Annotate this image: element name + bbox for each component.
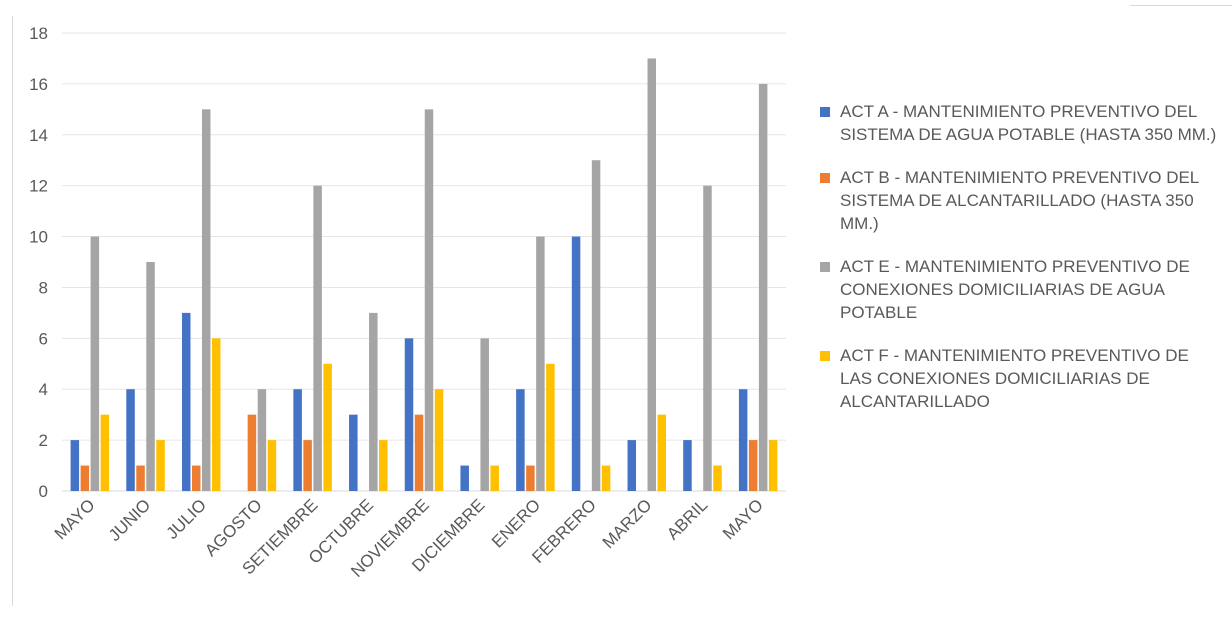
bar-series-2-cat-10 [647,58,657,491]
legend-label-act-b: ACT B - MANTENIMIENTO PREVENTIVO DEL SIS… [840,168,1199,233]
chart-frame-corner [1130,5,1232,6]
y-tick-label: 18 [29,24,48,43]
bar-series-0-cat-1 [126,389,135,491]
x-tick-label: MAYO [719,495,767,543]
y-tick-label: 0 [39,482,48,501]
x-tick-label: ABRIL [663,495,711,543]
legend-item-act-f: ACT F - MANTENIMIENTO PREVENTIVO DE LAS … [820,344,1220,413]
bar-series-1-cat-12 [748,440,758,491]
bar-series-2-cat-5 [369,312,378,491]
x-tick-label: ENERO [488,495,544,551]
bar-series-0-cat-0 [70,440,80,491]
bar-series-0-cat-4 [293,389,302,491]
bar-series-0-cat-6 [404,338,414,491]
bar-series-2-cat-1 [146,262,155,491]
bar-series-2-cat-11 [703,185,712,491]
x-tick-label: JULIO [163,495,211,543]
legend-swatch-act-a [820,107,830,117]
bar-series-3-cat-7 [490,465,499,491]
bar-series-3-cat-0 [100,414,110,491]
bar-series-2-cat-7 [480,338,489,491]
y-tick-label: 6 [39,329,48,348]
bar-series-3-cat-4 [323,363,332,491]
y-tick-label: 2 [39,431,48,450]
bar-series-1-cat-2 [191,465,201,491]
legend-item-act-a: ACT A - MANTENIMIENTO PREVENTIVO DEL SIS… [820,100,1220,146]
y-tick-label: 4 [39,380,48,399]
x-tick-label: MAYO [51,495,99,543]
bar-series-2-cat-6 [424,109,434,491]
bar-series-3-cat-3 [267,440,277,491]
bar-series-0-cat-7 [460,465,469,491]
bar-series-2-cat-3 [257,389,267,491]
bar-series-1-cat-1 [136,465,145,491]
legend-item-act-b: ACT B - MANTENIMIENTO PREVENTIVO DEL SIS… [820,166,1220,235]
bar-series-0-cat-9 [571,236,581,491]
legend-label-act-e: ACT E - MANTENIMIENTO PREVENTIVO DE CONE… [840,257,1190,322]
y-tick-label: 16 [29,75,48,94]
bar-series-1-cat-3 [247,414,257,491]
bar-series-3-cat-2 [211,338,221,491]
bar-series-3-cat-10 [657,414,667,491]
bar-series-0-cat-2 [181,312,191,491]
y-tick-label: 10 [29,228,48,247]
y-tick-label: 12 [29,177,48,196]
bar-series-0-cat-5 [349,414,358,491]
bar-series-2-cat-12 [758,83,768,491]
bar-series-2-cat-0 [90,236,100,491]
x-tick-label: MARZO [599,495,656,552]
y-tick-label: 14 [29,126,48,145]
chart-legend: ACT A - MANTENIMIENTO PREVENTIVO DEL SIS… [820,100,1220,433]
bar-series-3-cat-6 [434,389,444,491]
bar-series-3-cat-12 [768,440,778,491]
bar-series-3-cat-8 [546,363,555,491]
bar-series-2-cat-2 [201,109,211,491]
legend-label-act-a: ACT A - MANTENIMIENTO PREVENTIVO DEL SIS… [840,102,1217,144]
y-tick-label: 8 [39,278,48,297]
bar-series-3-cat-11 [713,465,722,491]
bar-series-1-cat-0 [80,465,90,491]
bar-series-0-cat-10 [627,440,637,491]
legend-item-act-e: ACT E - MANTENIMIENTO PREVENTIVO DE CONE… [820,255,1220,324]
bar-series-3-cat-5 [379,440,388,491]
legend-swatch-act-e [820,262,830,272]
bar-series-2-cat-9 [591,160,601,491]
chart-frame-border [12,16,13,606]
bar-series-0-cat-11 [683,440,692,491]
bar-series-1-cat-4 [303,440,312,491]
x-tick-label: JUNIO [105,495,154,544]
bar-series-3-cat-1 [156,440,165,491]
bar-series-2-cat-4 [313,185,322,491]
bar-series-1-cat-8 [526,465,535,491]
legend-swatch-act-b [820,173,830,183]
legend-swatch-act-f [820,351,830,361]
legend-label-act-f: ACT F - MANTENIMIENTO PREVENTIVO DE LAS … [840,346,1189,411]
bar-series-1-cat-6 [414,414,424,491]
bar-series-0-cat-8 [516,389,525,491]
bar-series-2-cat-8 [536,236,545,491]
bar-series-0-cat-12 [738,389,748,491]
bar-series-3-cat-9 [601,465,611,491]
